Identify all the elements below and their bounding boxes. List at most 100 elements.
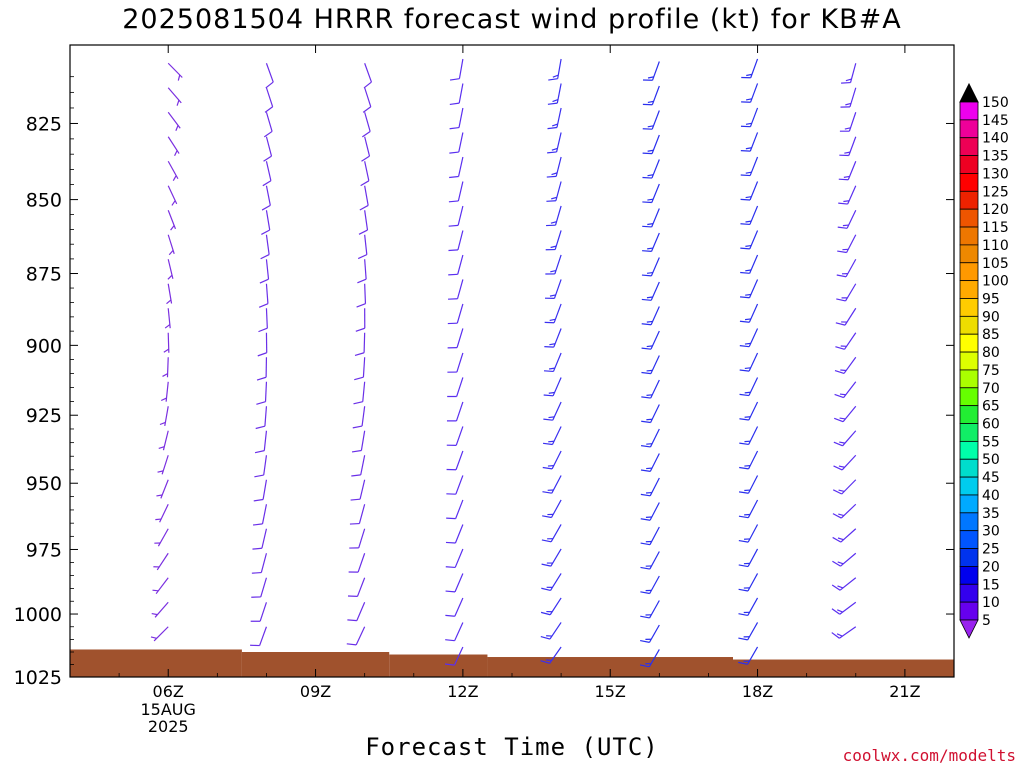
barb-staff [265,234,270,255]
barb-feather [357,278,367,284]
barb-feather [640,591,650,595]
barb-staff [456,328,464,348]
barb-feather [170,225,175,231]
wind-barb [547,83,562,105]
wind-barb [739,352,759,372]
barb-feather [745,122,752,125]
barb-feather [547,151,557,154]
wind-barb [449,107,464,130]
barb-feather [832,489,842,495]
barb-staff [360,455,366,475]
barb-feather [836,298,846,302]
colorbar-segment [959,440,979,460]
wind-barb [347,577,366,598]
barb-staff [364,283,367,304]
wind-barb [352,406,366,429]
barb-feather [647,223,654,226]
barb-feather [550,221,557,224]
colorbar-label: 20 [982,559,1000,575]
y-tick-label: 975 [26,539,62,561]
wind-barb [445,622,464,642]
barb-feather [352,425,363,429]
wind-barb [361,136,371,162]
wind-barb [362,87,372,113]
colorbar-label: 100 [982,274,1009,290]
colorbar-segment [959,298,979,317]
barb-feather [646,271,653,274]
barb-staff [458,58,464,79]
wind-barb [346,626,366,646]
wind-barb [259,259,270,284]
wind-barb [446,450,464,471]
barb-feather [542,442,553,446]
wind-barb [158,430,169,451]
barb-column-1 [250,63,274,647]
wind-barb [739,328,759,348]
colorbar-label: 85 [982,327,1000,343]
wind-barb [641,257,660,277]
barb-feather [254,474,264,478]
barb-feather [347,619,357,622]
wind-barb [641,379,660,399]
barb-feather [150,636,157,639]
barb-feather [546,175,557,178]
barb-feather [261,204,271,211]
barb-staff [364,136,371,157]
barb-feather [740,247,750,250]
wind-barb [447,328,464,349]
wind-barb [252,528,268,550]
wind-barb [740,230,759,250]
barb-feather [832,560,841,567]
colorbar-segment [959,280,979,299]
colorbar-segment [959,173,979,192]
wind-barb [642,232,660,253]
surface-ground-layer [70,649,954,677]
barb-feather [744,342,751,345]
colorbar-label: 40 [982,488,1000,504]
wind-barb [262,161,272,187]
barb-staff [265,259,270,280]
barb-feather [163,348,170,353]
barb-staff [455,499,464,519]
wind-barb [449,132,464,154]
wind-barb [738,646,759,665]
barb-feather [836,274,847,278]
barb-feather [551,172,558,176]
colorbar-label: 60 [982,417,1000,433]
barb-staff [265,87,274,107]
barb-feather [359,204,369,211]
barb-feather [738,637,748,641]
wind-barb [348,553,366,573]
wind-barb [739,303,759,323]
wind-barb [738,597,759,617]
wind-barb [738,622,759,641]
wind-barb [640,551,660,570]
wind-barb [642,110,660,130]
colorbar-segment [959,423,979,442]
wind-barb [640,624,660,643]
barb-feather [837,250,847,254]
barb-feather [166,299,172,305]
surface-block-3 [487,657,733,677]
colorbar-label: 25 [982,542,1000,558]
wind-barb [544,303,562,324]
barb-feather [546,200,556,202]
barb-staff [260,553,268,573]
wind-barb [154,528,169,547]
wind-barb [640,502,660,521]
barb-feather [834,370,845,375]
colorbar-top-arrow [959,82,979,103]
wind-barb [738,475,759,494]
barb-feather [647,198,654,201]
barb-feather [839,393,846,396]
barb-feather [354,352,365,357]
barb-staff [456,303,464,324]
barb-feather [262,180,272,187]
barb-feather [831,584,841,591]
barb-feather [551,196,557,200]
wind-barb [253,504,268,526]
wind-barb [449,58,464,81]
barb-feather [647,174,654,177]
wind-barb [257,332,268,357]
barb-staff [359,479,366,500]
